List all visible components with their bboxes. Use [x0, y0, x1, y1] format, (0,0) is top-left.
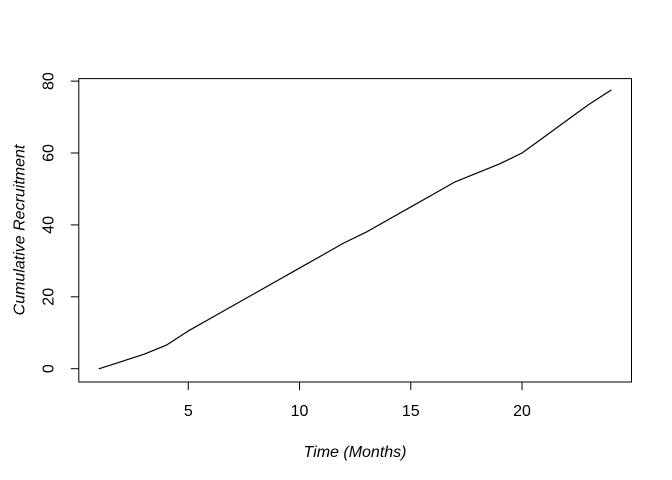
x-tick-label: 5	[184, 403, 193, 420]
y-axis-title: Cumulative Recruitment	[12, 144, 29, 315]
plot-layer: 5 10 15 20 0 20 40 60 80	[41, 72, 633, 420]
x-tick-label: 20	[513, 403, 531, 420]
y-tick-label: 20	[41, 288, 58, 306]
y-tick-label: 60	[41, 144, 58, 162]
y-tick-label: 80	[41, 72, 58, 90]
plot-box	[78, 78, 633, 383]
x-tick-label: 15	[402, 403, 420, 420]
recruitment-series-line	[98, 89, 612, 370]
x-tick-label: 10	[291, 403, 309, 420]
x-axis-title: Time (Months)	[304, 444, 407, 461]
y-tick-label: 40	[41, 216, 58, 234]
y-tick-label: 0	[41, 364, 58, 373]
